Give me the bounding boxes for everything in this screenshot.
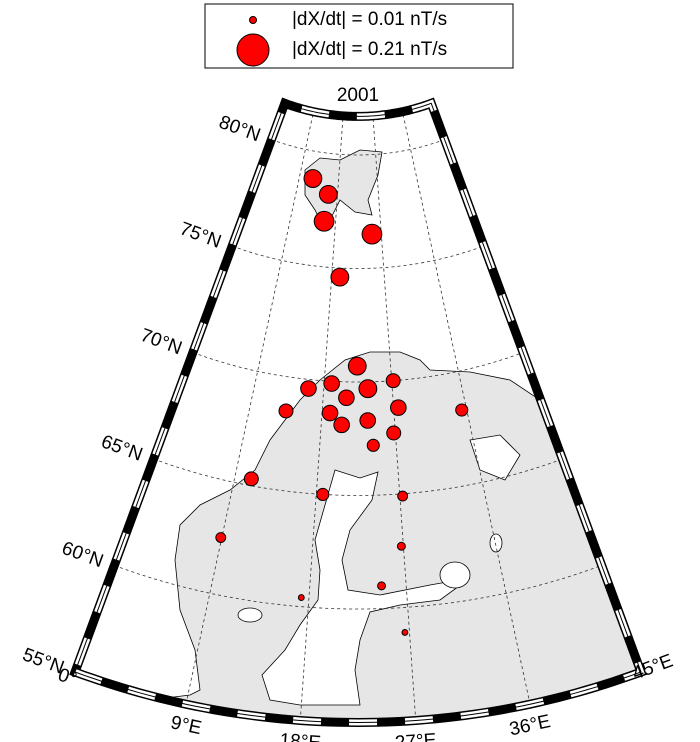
station-bubble xyxy=(330,267,350,287)
lon-label: 36°E xyxy=(508,711,553,740)
lat-label: 60°N xyxy=(59,538,106,572)
station-bubble xyxy=(318,184,338,204)
grid-line xyxy=(185,111,314,705)
station-bubble xyxy=(321,404,339,422)
station-bubble xyxy=(316,487,330,501)
station-bubble xyxy=(323,375,340,392)
white-sea xyxy=(469,434,521,481)
station-bubble xyxy=(215,532,227,543)
legend-marker xyxy=(249,16,257,24)
station-bubble xyxy=(300,380,317,397)
lat-label: 70°N xyxy=(138,325,185,359)
legend: |dX/dt| = 0.01 nT/s |dX/dt| = 0.21 nT/s xyxy=(236,9,447,67)
station-bubble xyxy=(313,210,335,232)
station-bubble xyxy=(455,403,469,417)
station-bubble xyxy=(361,223,383,245)
station-bubble xyxy=(358,379,378,399)
grid-line xyxy=(299,115,344,721)
station-bubble xyxy=(397,490,409,502)
lake xyxy=(439,561,471,589)
legend-label: |dX/dt| = 0.21 nT/s xyxy=(292,39,447,60)
legend-label: |dX/dt| = 0.01 nT/s xyxy=(292,9,447,30)
station-bubble xyxy=(347,356,367,376)
lon-label: 27°E xyxy=(394,730,437,742)
grid-line xyxy=(372,115,417,721)
baltic-sea xyxy=(261,469,471,706)
stations xyxy=(215,169,469,636)
station-bubble xyxy=(390,399,407,416)
grid-line xyxy=(402,111,531,705)
station-bubble xyxy=(243,471,259,487)
grid-line xyxy=(192,352,524,383)
frame-edge xyxy=(74,102,642,724)
station-bubble xyxy=(303,169,323,188)
station-bubble xyxy=(333,416,350,434)
station-bubble xyxy=(377,581,387,591)
station-bubble xyxy=(359,412,377,429)
lon-label: 9°E xyxy=(169,712,204,739)
station-bubble xyxy=(366,438,380,452)
station-bubble xyxy=(401,629,409,636)
map-frame xyxy=(69,97,647,728)
lake xyxy=(237,607,263,623)
lat-label: 80°N xyxy=(216,112,263,146)
legend-marker xyxy=(236,33,270,67)
graticule xyxy=(114,111,602,721)
lat-label: 65°N xyxy=(98,431,145,465)
station-bubble xyxy=(297,594,305,602)
lake xyxy=(489,533,503,553)
grid-line xyxy=(232,245,484,269)
station-bubble xyxy=(386,425,402,441)
station-bubble xyxy=(385,373,401,389)
lat-label: 75°N xyxy=(177,218,224,252)
grid-line xyxy=(114,565,602,610)
lon-label: 18°E xyxy=(279,730,322,742)
station-bubble xyxy=(338,389,355,407)
station-bubble xyxy=(278,403,294,419)
svalbard xyxy=(304,149,383,231)
map-title: 2001 xyxy=(337,85,379,106)
station-bubble xyxy=(396,541,406,551)
